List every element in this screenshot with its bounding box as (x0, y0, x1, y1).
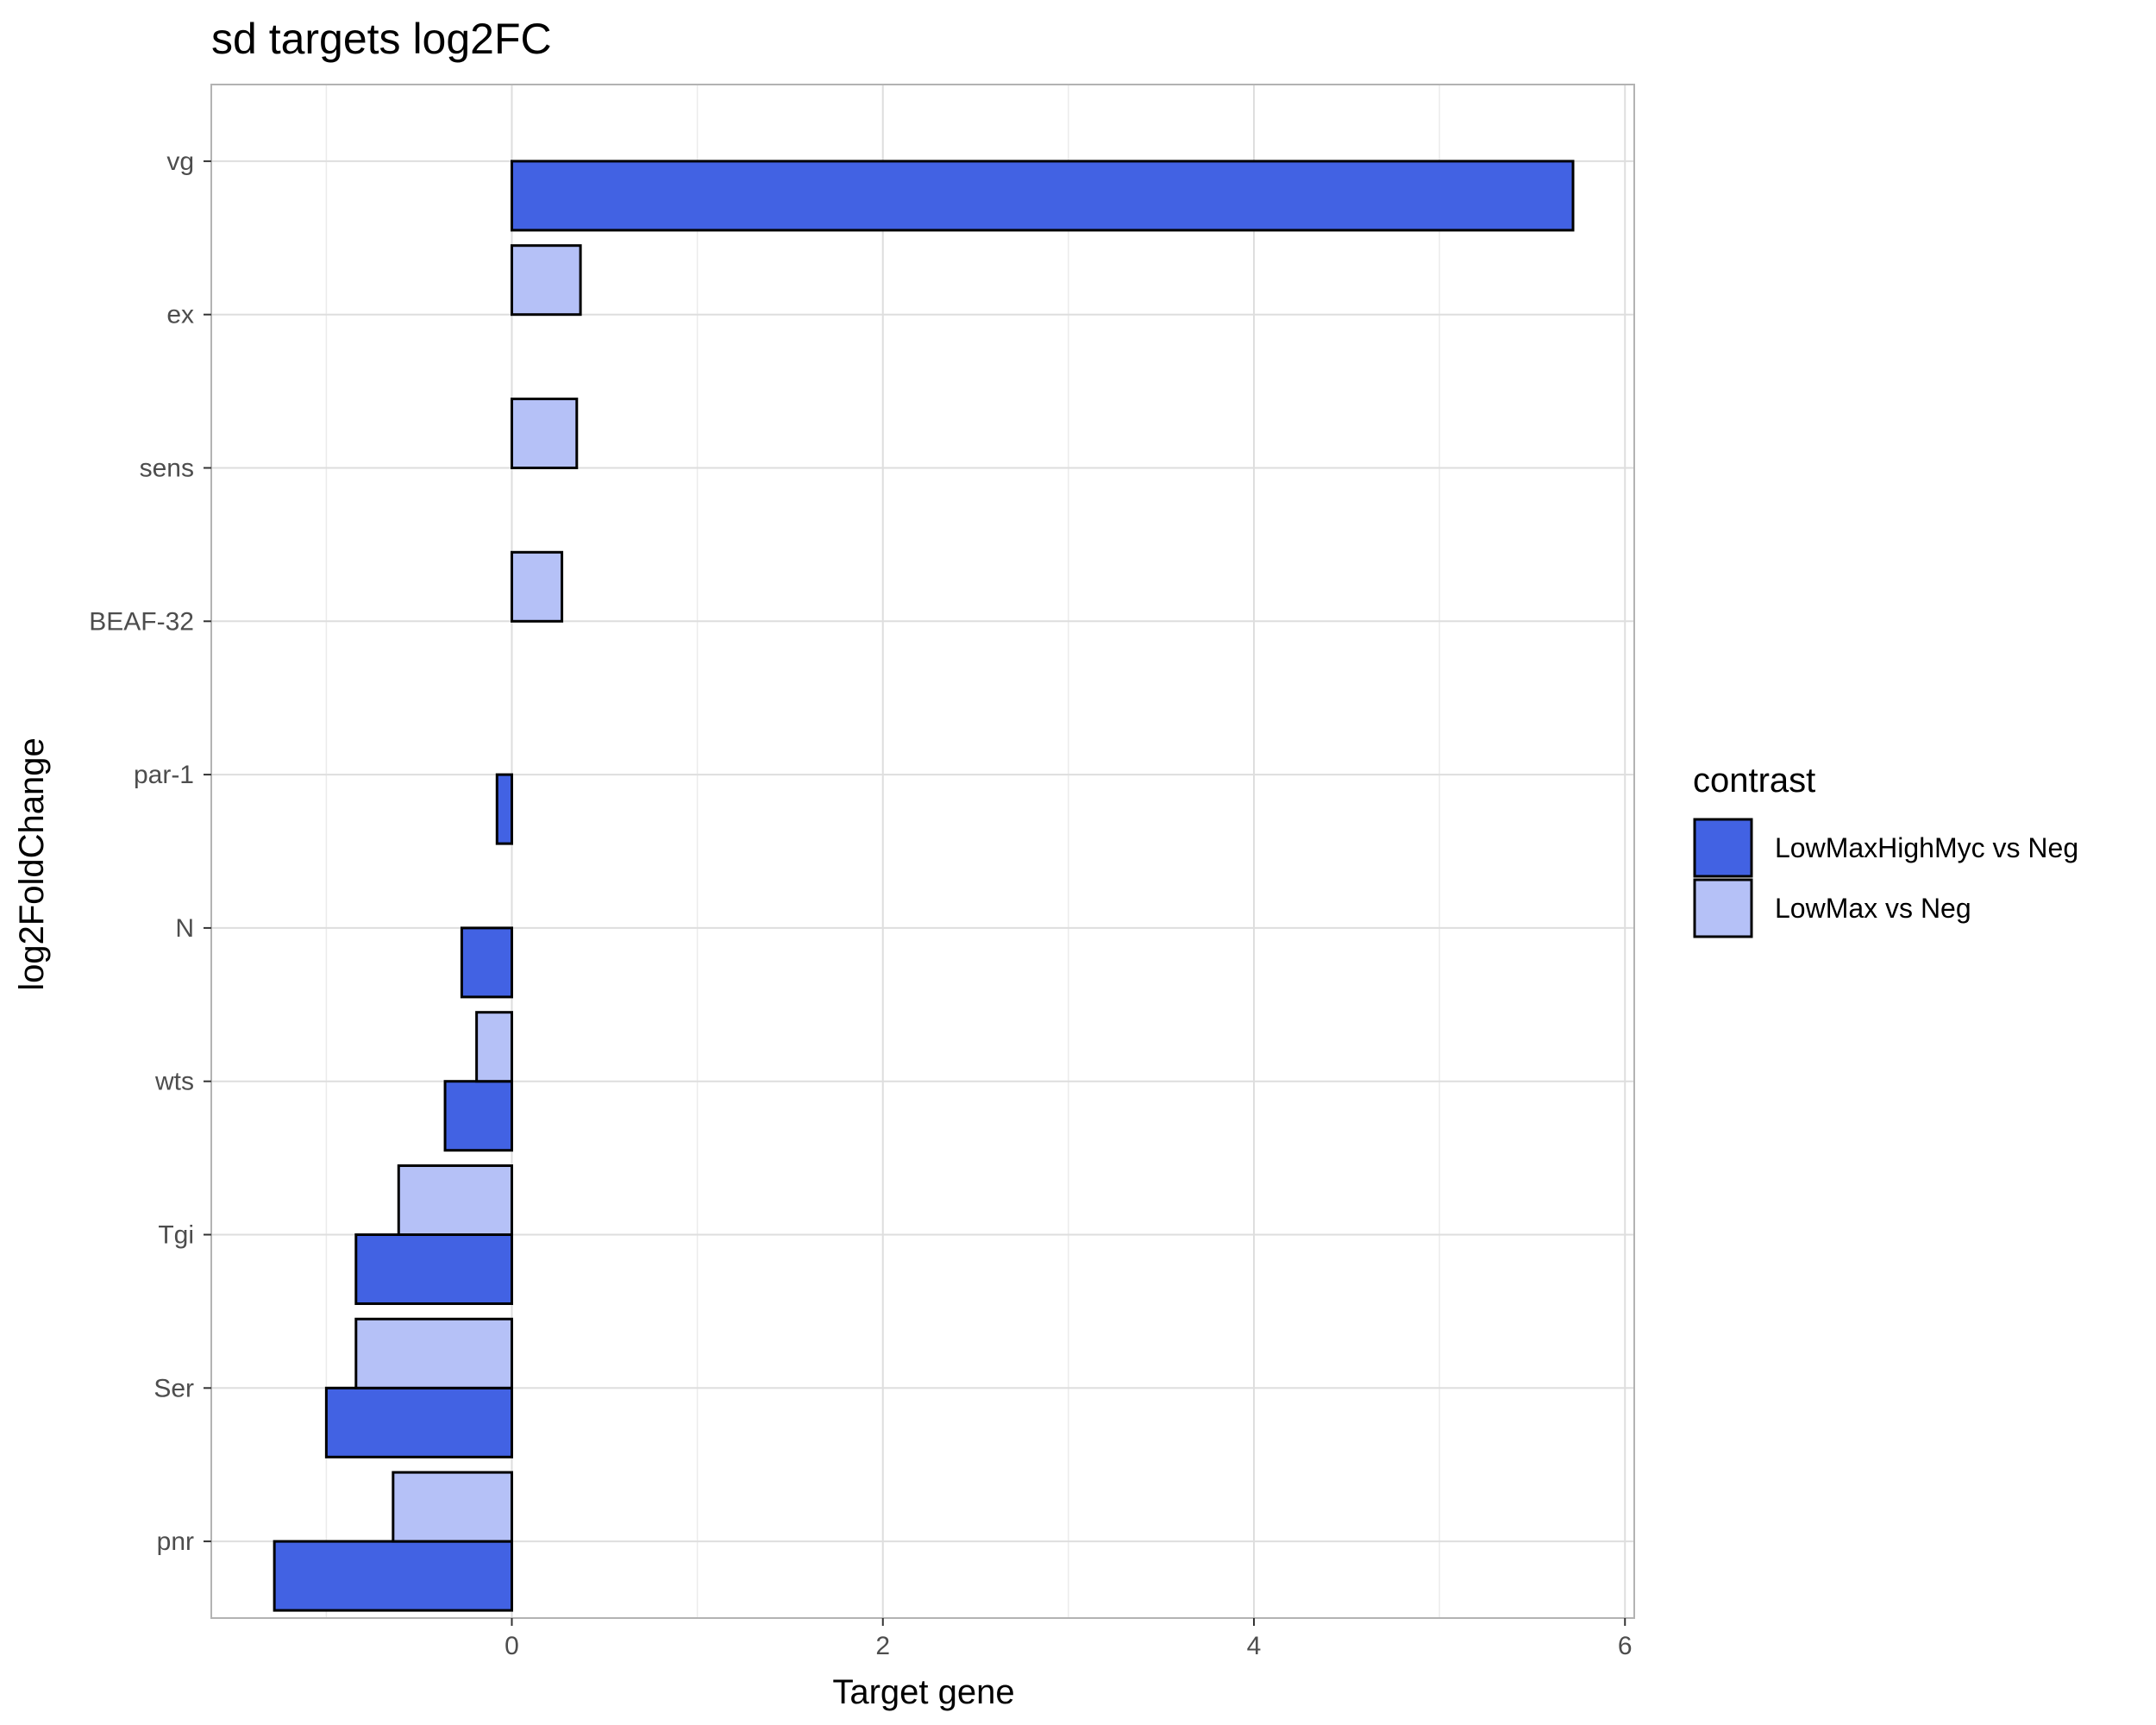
y-tick-label: vg (166, 147, 194, 176)
y-tick-label: sens (140, 455, 194, 483)
legend-key (1693, 818, 1753, 878)
panel-border (210, 84, 1635, 1619)
legend-key (1693, 878, 1753, 938)
bar-Tgi-lowmax (397, 1164, 514, 1236)
bar-Ser-lowmaxhighmyc (324, 1386, 514, 1458)
bar-N-lowmaxhighmyc (460, 926, 514, 999)
bar-sens-lowmax (511, 397, 579, 469)
chart-title: sd targets log2FC (211, 15, 552, 63)
y-tick-label: par-1 (134, 761, 194, 789)
bar-BEAF-32-lowmax (511, 550, 564, 623)
y-tick-label: Ser (154, 1374, 194, 1402)
legend-label: LowMaxHighMyc vs Neg (1775, 832, 2078, 863)
x-tick-label: 0 (505, 1632, 519, 1660)
bar-pnr-lowmaxhighmyc (273, 1540, 514, 1612)
y-axis-title: log2FoldChange (13, 737, 51, 991)
y-tick-label: N (175, 914, 194, 943)
bar-Tgi-lowmaxhighmyc (354, 1233, 514, 1306)
bar-par-1-lowmaxhighmyc (495, 773, 514, 845)
y-tick-label: pnr (157, 1527, 194, 1556)
bar-wts-lowmaxhighmyc (443, 1080, 514, 1152)
bar-wts-lowmax (475, 1011, 514, 1083)
x-tick-label: 6 (1618, 1632, 1633, 1660)
x-tick-label: 4 (1247, 1632, 1262, 1660)
legend-title: contrast (1693, 762, 1815, 800)
y-tick-label: BEAF-32 (89, 607, 194, 636)
x-tick-label: 2 (875, 1632, 890, 1660)
bar-Ser-lowmax (354, 1317, 514, 1389)
bar-vg-lowmaxhighmyc (511, 160, 1575, 232)
y-tick-label: ex (166, 301, 194, 329)
bar-pnr-lowmax (392, 1471, 514, 1543)
y-tick-label: Tgi (158, 1221, 194, 1250)
legend-label: LowMax vs Neg (1775, 893, 1971, 924)
bar-ex-lowmax (511, 244, 582, 317)
y-tick-label: wts (154, 1068, 194, 1096)
x-axis-title: Target gene (832, 1673, 1014, 1711)
legend: contrast LowMaxHighMyc vs Neg LowMax vs N… (1693, 762, 2078, 938)
